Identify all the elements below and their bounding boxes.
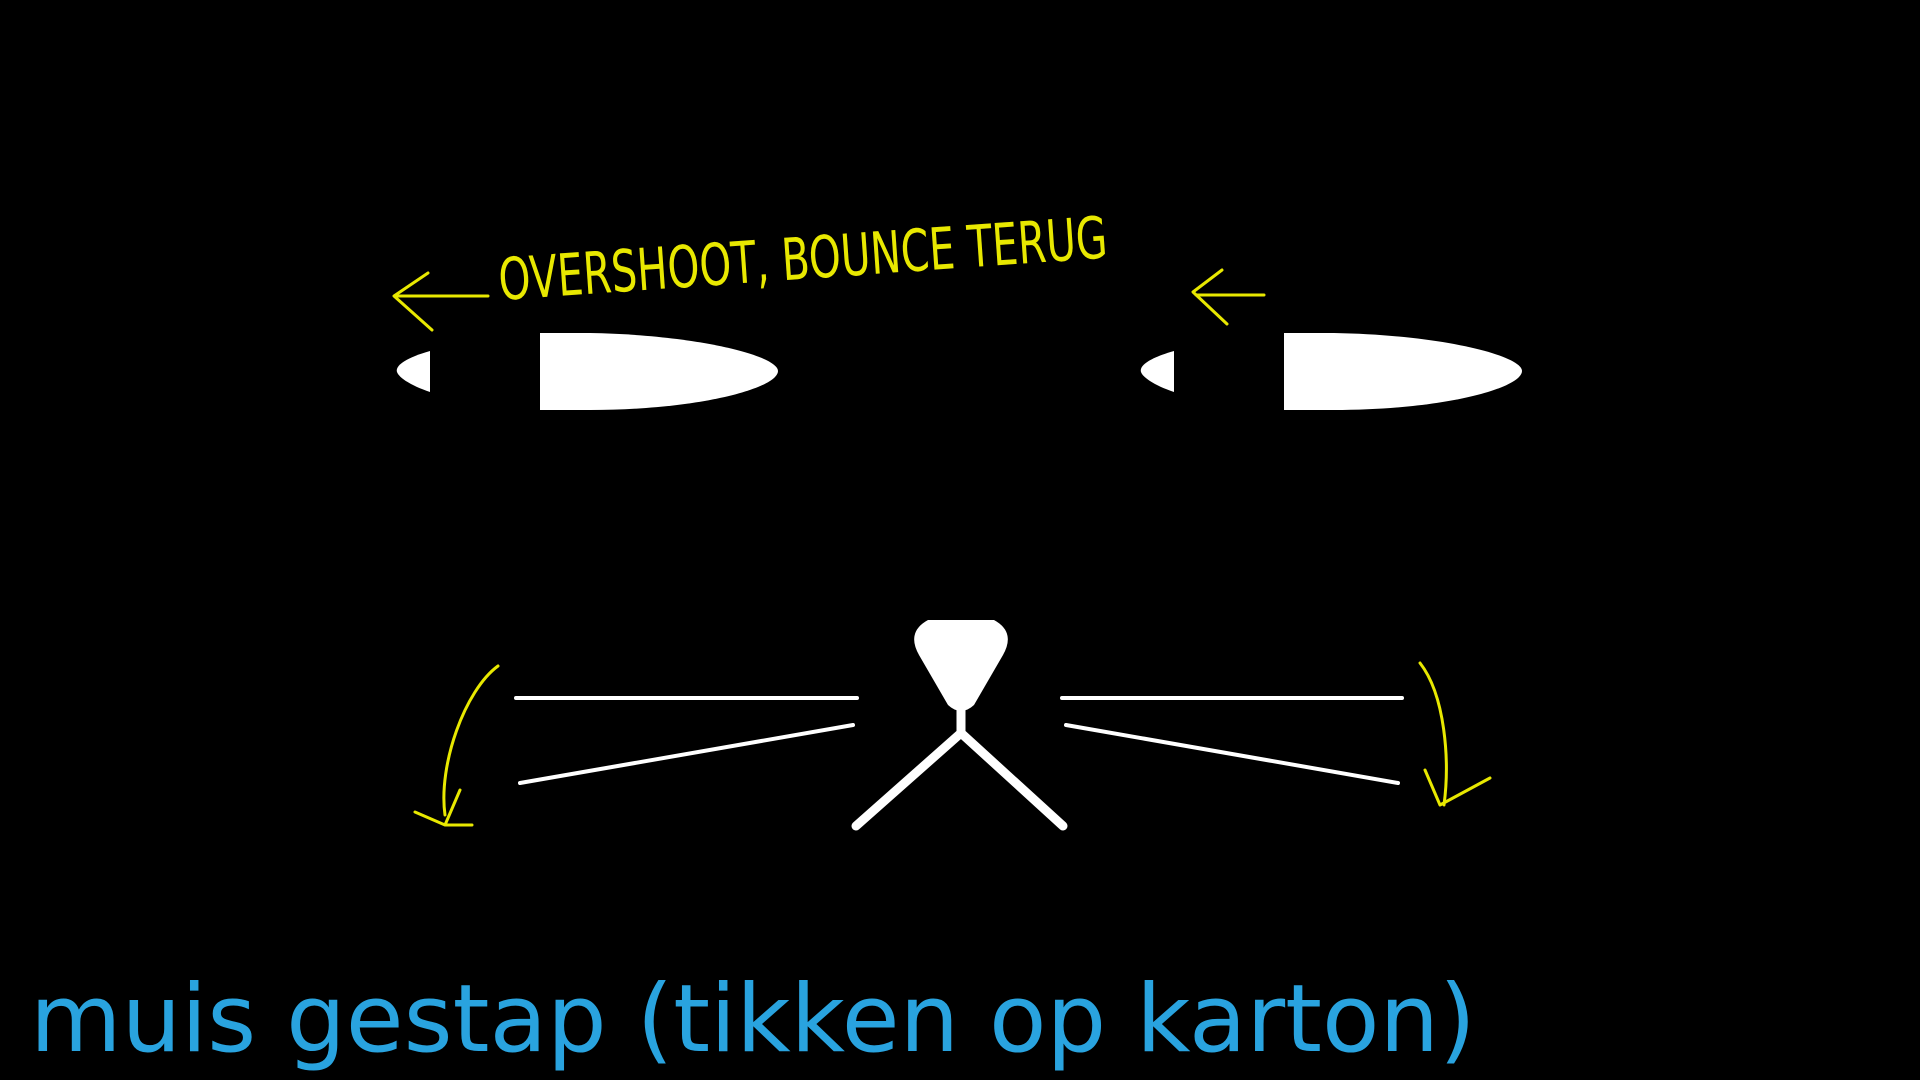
whisker-icon — [1064, 723, 1400, 785]
caption: muis gestap (tikken op karton) — [30, 965, 1476, 1074]
left-eye-main-part — [540, 333, 778, 410]
cat-mouth-icon — [851, 695, 1068, 831]
left-whiskers — [514, 696, 859, 785]
annotation-text: OVERSHOOT, BOUNCE TERUG — [496, 204, 1109, 314]
right-eye-main-part — [1284, 333, 1522, 410]
left-eye-small-part — [396, 351, 430, 392]
left-curved-arrow-icon — [413, 664, 500, 827]
whisker-icon — [518, 723, 855, 785]
cat-nose-icon — [914, 620, 1008, 711]
right-eye-small-part — [1140, 351, 1174, 392]
left-eye-icon — [396, 333, 778, 410]
right-arrow-icon — [1191, 268, 1266, 326]
right-whiskers — [1060, 696, 1404, 785]
left-arrow-icon — [392, 271, 490, 332]
right-curved-arrow-icon — [1418, 661, 1492, 807]
right-eye-icon — [1140, 333, 1522, 410]
